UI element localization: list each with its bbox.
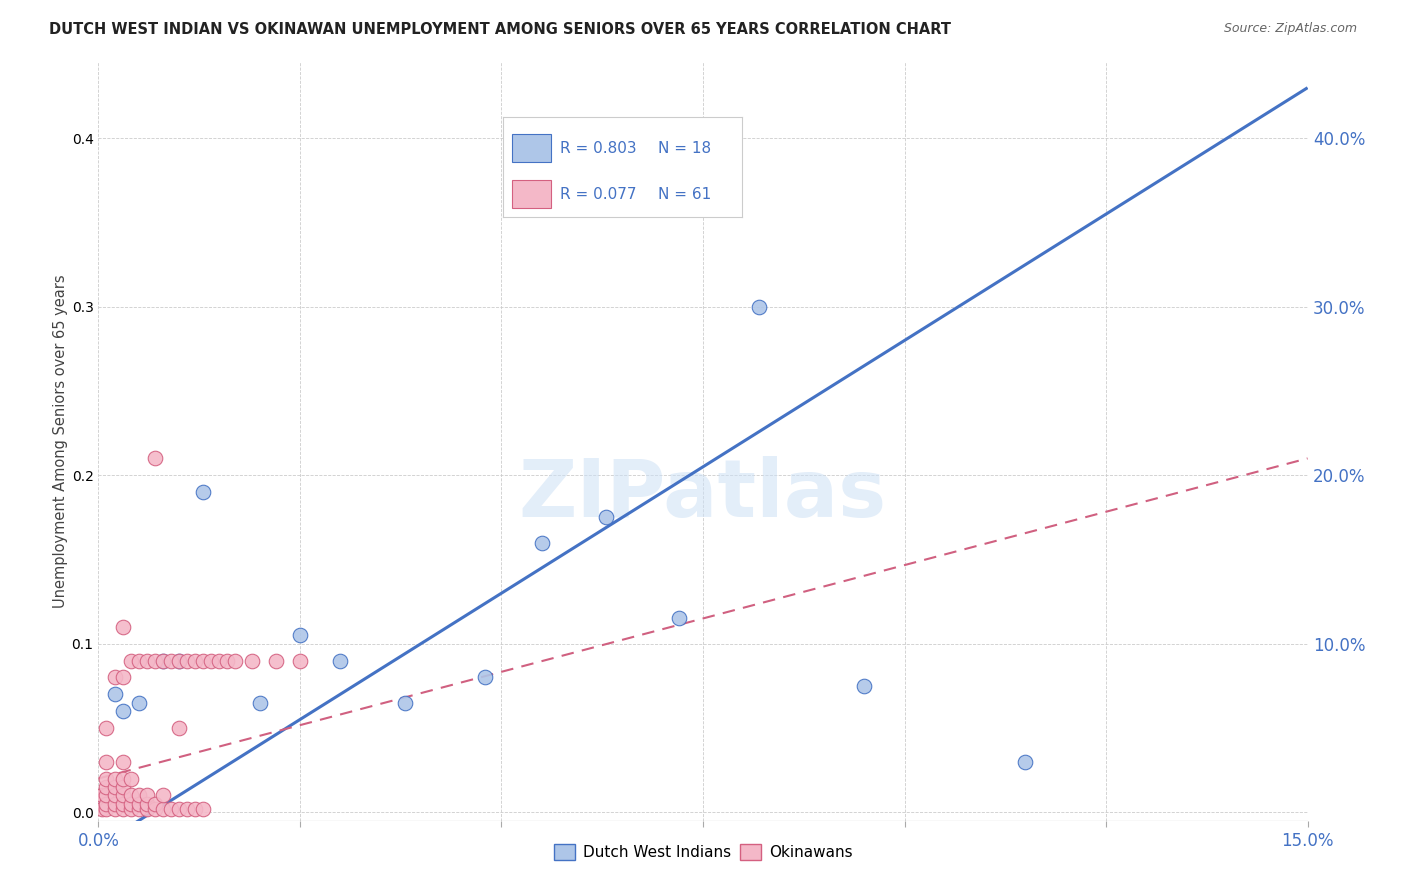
- Point: [111, 780, 134, 794]
- Point: [143, 802, 166, 816]
- Point: [184, 802, 207, 816]
- Point: [96, 721, 118, 735]
- Y-axis label: Unemployment Among Seniors over 65 years: Unemployment Among Seniors over 65 years: [53, 275, 67, 608]
- Point: [200, 654, 222, 668]
- Point: [668, 611, 690, 625]
- Point: [128, 654, 150, 668]
- Text: R = 0.803: R = 0.803: [560, 141, 637, 156]
- Point: [193, 802, 215, 816]
- Point: [103, 797, 125, 811]
- Text: DUTCH WEST INDIAN VS OKINAWAN UNEMPLOYMENT AMONG SENIORS OVER 65 YEARS CORRELATI: DUTCH WEST INDIAN VS OKINAWAN UNEMPLOYME…: [49, 22, 952, 37]
- Point: [193, 485, 215, 500]
- Point: [853, 679, 876, 693]
- Point: [135, 802, 157, 816]
- Point: [96, 802, 118, 816]
- Point: [135, 654, 157, 668]
- Point: [103, 772, 125, 786]
- Text: R = 0.077: R = 0.077: [560, 186, 637, 202]
- Bar: [512, 135, 551, 162]
- Point: [249, 696, 271, 710]
- Point: [128, 797, 150, 811]
- Point: [167, 654, 190, 668]
- Point: [96, 797, 118, 811]
- Point: [128, 696, 150, 710]
- Point: [176, 654, 198, 668]
- Point: [111, 670, 134, 684]
- Point: [96, 797, 118, 811]
- Point: [288, 654, 311, 668]
- Point: [91, 789, 114, 803]
- Point: [176, 802, 198, 816]
- Point: [120, 772, 142, 786]
- Point: [103, 789, 125, 803]
- Point: [224, 654, 246, 668]
- Point: [193, 654, 215, 668]
- Point: [111, 789, 134, 803]
- Point: [167, 654, 190, 668]
- Point: [329, 654, 352, 668]
- Text: Source: ZipAtlas.com: Source: ZipAtlas.com: [1223, 22, 1357, 36]
- Point: [111, 704, 134, 718]
- Point: [1014, 755, 1036, 769]
- Point: [160, 802, 183, 816]
- Point: [240, 654, 263, 668]
- Point: [135, 797, 157, 811]
- Point: [111, 802, 134, 816]
- Point: [394, 696, 416, 710]
- Point: [748, 300, 770, 314]
- Point: [111, 620, 134, 634]
- Point: [96, 772, 118, 786]
- Point: [120, 802, 142, 816]
- Point: [143, 797, 166, 811]
- Point: [120, 789, 142, 803]
- Point: [103, 670, 125, 684]
- Point: [595, 510, 617, 524]
- Point: [111, 772, 134, 786]
- Point: [143, 451, 166, 466]
- Point: [128, 789, 150, 803]
- Point: [152, 802, 174, 816]
- Point: [152, 654, 174, 668]
- Point: [96, 755, 118, 769]
- Text: ZIPatlas: ZIPatlas: [519, 456, 887, 533]
- Point: [152, 654, 174, 668]
- Text: N = 18: N = 18: [658, 141, 711, 156]
- Point: [184, 654, 207, 668]
- Point: [167, 802, 190, 816]
- Point: [103, 687, 125, 701]
- Point: [152, 789, 174, 803]
- Point: [135, 789, 157, 803]
- Point: [111, 797, 134, 811]
- Point: [167, 721, 190, 735]
- Text: N = 61: N = 61: [658, 186, 711, 202]
- Point: [96, 789, 118, 803]
- Point: [103, 780, 125, 794]
- Point: [120, 654, 142, 668]
- Point: [217, 654, 239, 668]
- Point: [208, 654, 231, 668]
- Point: [264, 654, 287, 668]
- Point: [96, 780, 118, 794]
- Point: [143, 654, 166, 668]
- Point: [160, 654, 183, 668]
- Bar: [512, 180, 551, 208]
- Legend: Dutch West Indians, Okinawans: Dutch West Indians, Okinawans: [547, 838, 859, 866]
- Point: [120, 797, 142, 811]
- Point: [288, 628, 311, 642]
- Point: [474, 670, 496, 684]
- Point: [111, 755, 134, 769]
- Point: [103, 802, 125, 816]
- Point: [91, 802, 114, 816]
- Point: [530, 535, 553, 549]
- Point: [128, 802, 150, 816]
